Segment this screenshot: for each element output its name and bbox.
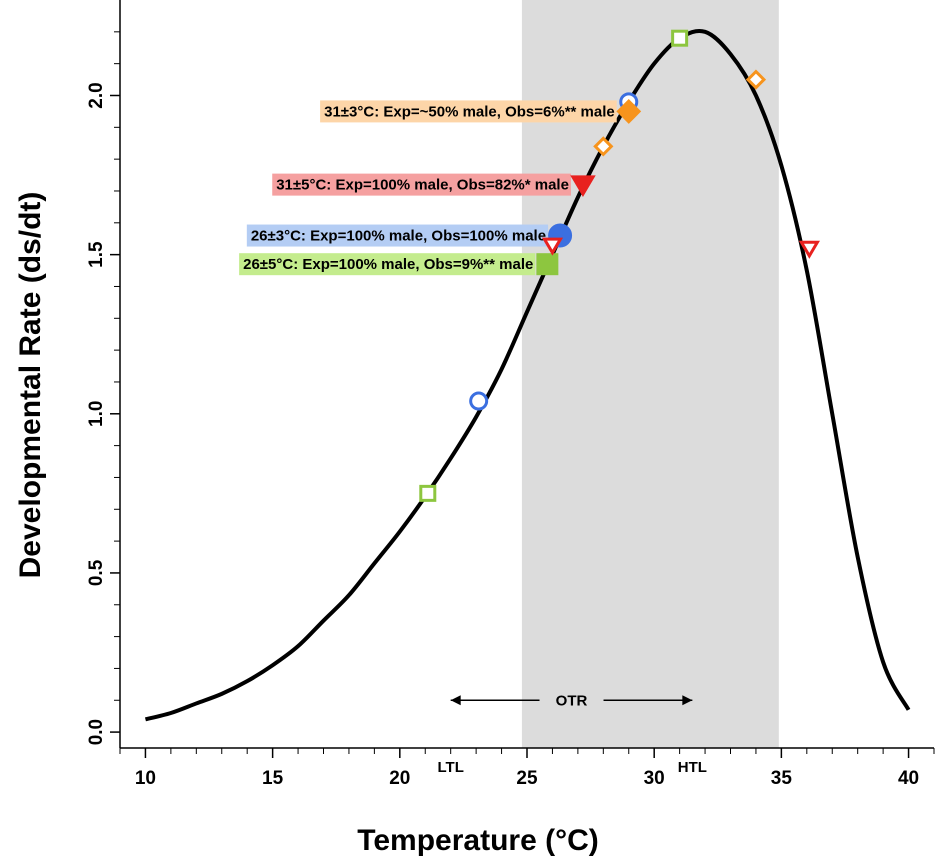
annotation-background — [320, 100, 617, 123]
axes-layer: 10 15 20 25 30 35 40 0.0 0.5 1.0 1.5 2.0 LTL HTL — [86, 0, 935, 789]
triangle-down-marker — [570, 175, 596, 198]
otr-shaded-region-layer — [521, 0, 779, 748]
threshold-label: HTL — [678, 759, 707, 776]
x-tick-label: 20 — [389, 768, 410, 789]
triangle-down-marker — [798, 240, 820, 259]
treatment-annotation: 31±3°C: Exp=~50% male, Obs=6%** male — [320, 100, 617, 123]
y-tick-label: 0.0 — [86, 719, 107, 745]
y-tick-label: 1.0 — [86, 401, 107, 427]
x-tick-label: 40 — [898, 768, 919, 789]
x-tick-label: 30 — [644, 768, 665, 789]
y-tick-label: 1.5 — [86, 241, 107, 268]
y-axis-title: Developmental Rate (ds/dt) — [14, 192, 47, 579]
threshold-label: LTL — [438, 759, 464, 776]
x-tick-label: 15 — [262, 768, 284, 789]
annotation-text: 31±5°C: Exp=100% male, Obs=82%* male — [276, 177, 569, 194]
otr-shaded-region — [521, 0, 779, 748]
x-tick-label: 35 — [771, 768, 793, 789]
square-marker — [536, 253, 559, 276]
otr-arrowhead-right — [682, 695, 693, 706]
circle-marker — [469, 391, 489, 411]
annotation-background — [272, 173, 571, 196]
x-axis-title: Temperature (°C) — [357, 824, 598, 857]
annotation-layer: OTR 31±3°C: Exp=~50% male, Obs=6%** male 3… — [239, 100, 693, 709]
otr-arrowhead-left — [450, 695, 461, 706]
annotation-background — [239, 253, 536, 276]
annotation-text: 26±5°C: Exp=100% male, Obs=9%** male — [243, 256, 533, 273]
annotation-text: 26±3°C: Exp=100% male, Obs=100% male — [251, 228, 546, 245]
diamond-marker — [616, 98, 642, 124]
annotation-background — [246, 224, 549, 247]
otr-label: OTR — [556, 692, 588, 709]
treatment-annotation: 31±5°C: Exp=100% male, Obs=82%* male — [272, 173, 571, 196]
y-tick-label: 0.5 — [86, 559, 107, 586]
annotation-text: 31±3°C: Exp=~50% male, Obs=6%** male — [324, 103, 615, 120]
treatment-annotation: 26±3°C: Exp=100% male, Obs=100% male — [246, 224, 549, 247]
y-tick-label: 2.0 — [86, 82, 107, 108]
diamond-marker — [745, 69, 767, 90]
marker-layer — [419, 29, 820, 502]
triangle-down-marker — [541, 237, 564, 256]
diamond-marker — [593, 136, 614, 157]
square-marker — [671, 29, 689, 47]
x-tick-label: 10 — [135, 768, 156, 789]
x-tick-label: 25 — [516, 768, 538, 789]
square-marker — [419, 484, 437, 502]
treatment-annotation: 26±5°C: Exp=100% male, Obs=9%** male — [239, 253, 536, 276]
